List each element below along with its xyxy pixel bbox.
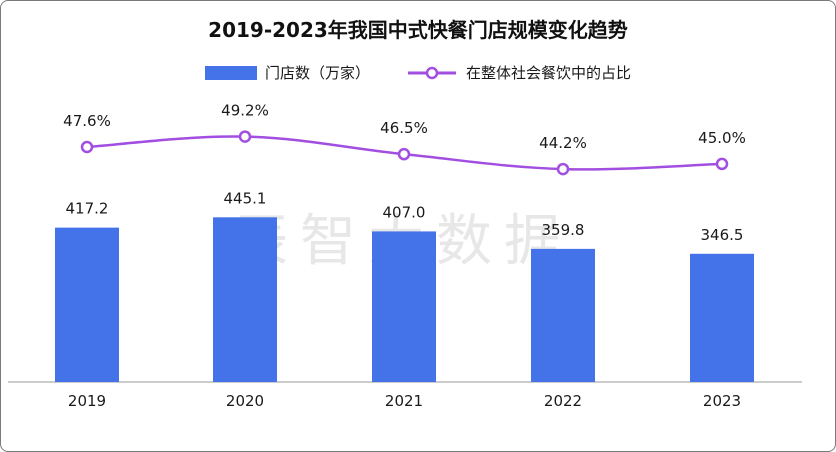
bar-2022 [531,248,595,382]
share-point-2022 [556,162,570,176]
share-point-2023 [715,157,729,171]
share-point-2019 [80,140,94,154]
x-tick-label-2021: 2021 [385,392,423,410]
chart-title: 2019-2023年我国中式快餐门店规模变化趋势 [208,18,628,42]
share-value-label-2021: 46.5% [380,119,428,137]
legend-item-bar: 门店数（万家） [204,62,370,83]
x-tick-label-2022: 2022 [544,392,582,410]
bar-2021 [372,231,436,382]
x-tick-label-2023: 2023 [703,392,741,410]
bar-2023 [690,253,754,382]
share-value-label-2023: 45.0% [698,129,746,147]
bar-2019 [55,227,119,382]
x-tick-label-2020: 2020 [226,392,264,410]
bar-2020 [213,217,277,382]
legend: 门店数（万家） 在整体社会餐饮中的占比 [0,62,836,83]
legend-line-label: 在整体社会餐饮中的占比 [466,64,632,82]
legend-line-swatch [408,66,456,79]
bar-value-label-2021: 407.0 [383,203,426,221]
bar-value-label-2019: 417.2 [66,200,109,218]
legend-bar-swatch [204,65,257,80]
bar-value-label-2020: 445.1 [224,189,267,207]
share-point-2021 [397,147,411,161]
bar-value-label-2022: 359.8 [542,221,585,239]
share-value-label-2022: 44.2% [539,134,587,152]
bar-value-label-2023: 346.5 [701,226,744,244]
legend-item-line: 在整体社会餐饮中的占比 [406,62,631,83]
legend-bar-label: 门店数（万家） [264,64,370,82]
share-value-label-2019: 47.6% [63,112,111,130]
share-point-2020 [238,130,252,143]
share-value-label-2020: 49.2% [221,102,269,120]
x-tick-label-2019: 2019 [68,392,106,410]
